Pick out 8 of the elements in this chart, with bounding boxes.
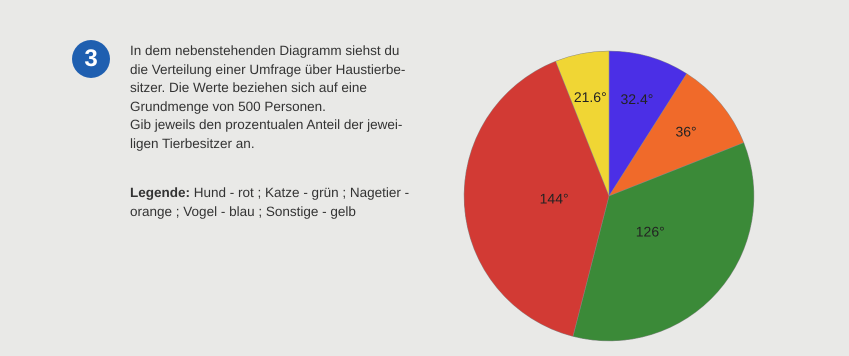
- data-label: 21.6°: [574, 88, 607, 105]
- text: In dem nebenstehenden Diagramm siehst du die Verteilung einer Umfrage über Haustierbe- sitzer. Die Werte beziehen sich auf eine Grundmenge von 500 Personen. Gib jeweils den prozentualen Anteil der jewei- ligen Tierbesitzer an.: [130, 42, 406, 153]
- data-label: 144°: [540, 190, 569, 206]
- data-label: 32.4°: [620, 90, 654, 107]
- text: 3: [72, 40, 110, 78]
- data-label: 126°: [636, 223, 665, 240]
- text: Legende: Hund - rot ; Katze - grün ; Nagetier - orange ; Vogel - blau ; Sonstige - gelb: [130, 184, 410, 221]
- data-label: 36°: [675, 123, 697, 140]
